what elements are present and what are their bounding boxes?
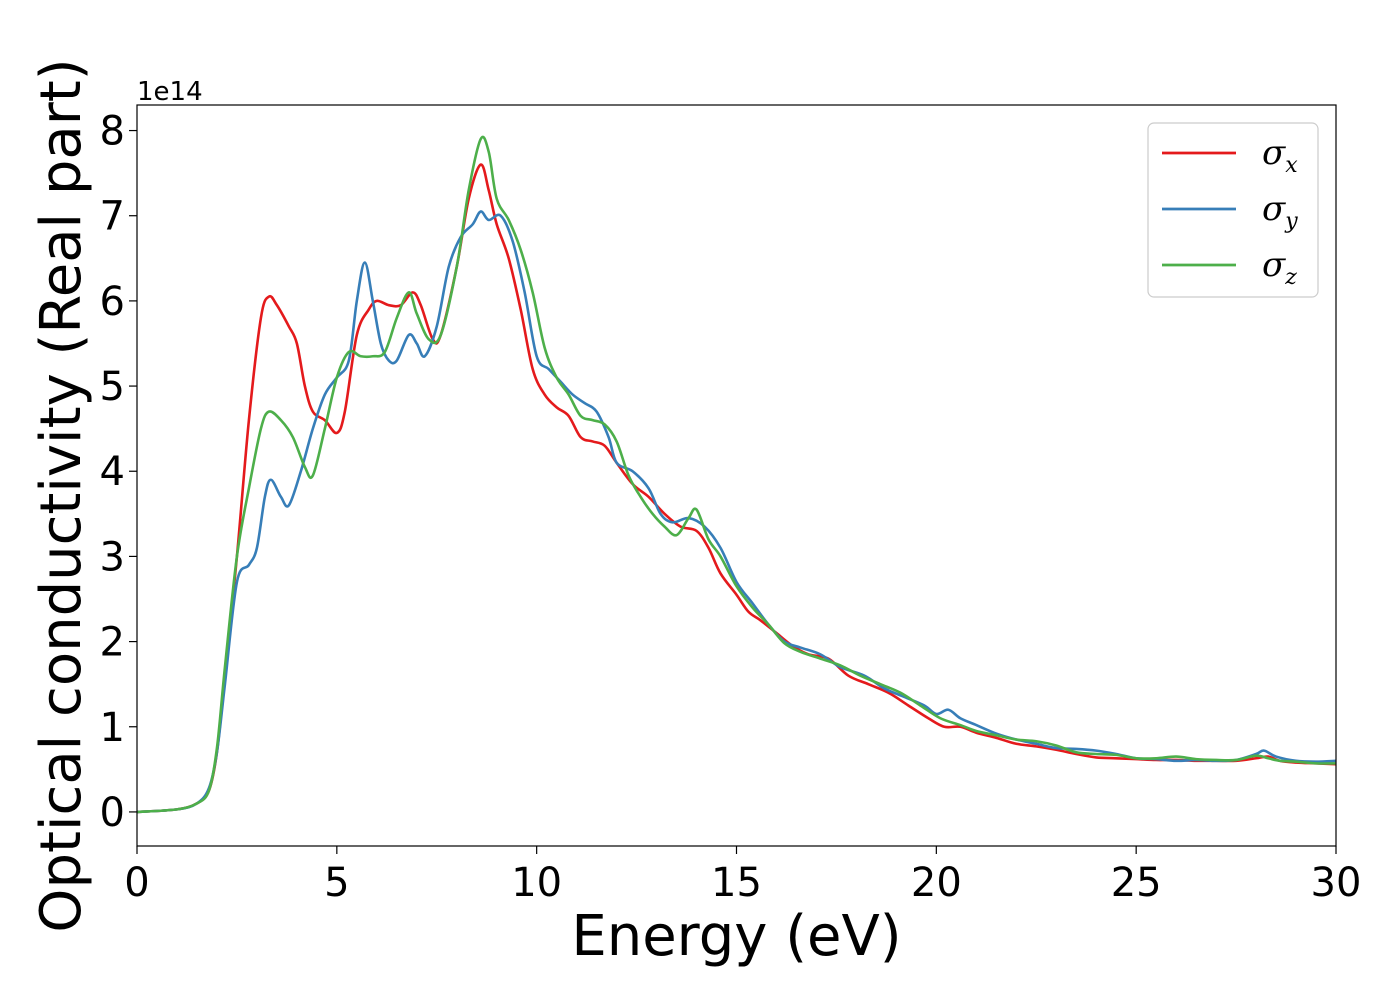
y-axis: 0 1 2 3 4 5 6 7 8 — [100, 109, 137, 836]
y-tick-label: 8 — [100, 109, 125, 155]
y-tick-label: 3 — [100, 534, 125, 580]
y-tick-label: 0 — [100, 790, 125, 836]
y-tick-label: 7 — [100, 194, 125, 240]
x-tick-label: 25 — [1111, 860, 1162, 906]
legend-label: σy — [1262, 189, 1298, 234]
legend: σx σy σz — [1147, 122, 1319, 298]
x-tick-label: 30 — [1311, 860, 1362, 906]
x-axis-title: Energy (eV) — [571, 904, 901, 969]
x-tick-label: 0 — [124, 860, 149, 906]
legend-entry-x: σx — [1162, 133, 1298, 178]
y-tick-label: 2 — [100, 620, 125, 666]
y-tick-label: 1 — [100, 705, 125, 751]
x-axis: 0 5 10 15 20 25 30 — [124, 846, 1361, 906]
y-tick-label: 5 — [100, 364, 125, 410]
y-axis-offset-label: 1e14 — [137, 77, 203, 107]
legend-entry-y: σy — [1162, 189, 1298, 234]
series-layer — [137, 135, 1336, 814]
y-tick-label: 6 — [100, 279, 125, 325]
x-tick-label: 10 — [511, 860, 562, 906]
x-tick-label: 20 — [911, 860, 962, 906]
legend-entry-z: σz — [1162, 245, 1297, 290]
series-line-x — [137, 163, 1336, 814]
y-axis-title: Optical conductivity (Real part) — [29, 58, 94, 932]
y-tick-label: 4 — [100, 449, 125, 495]
x-tick-label: 5 — [324, 860, 349, 906]
series-line-y — [137, 210, 1336, 814]
legend-label: σx — [1262, 133, 1298, 178]
series-line-z — [137, 135, 1336, 814]
legend-label: σz — [1262, 245, 1297, 290]
x-tick-label: 15 — [711, 860, 762, 906]
